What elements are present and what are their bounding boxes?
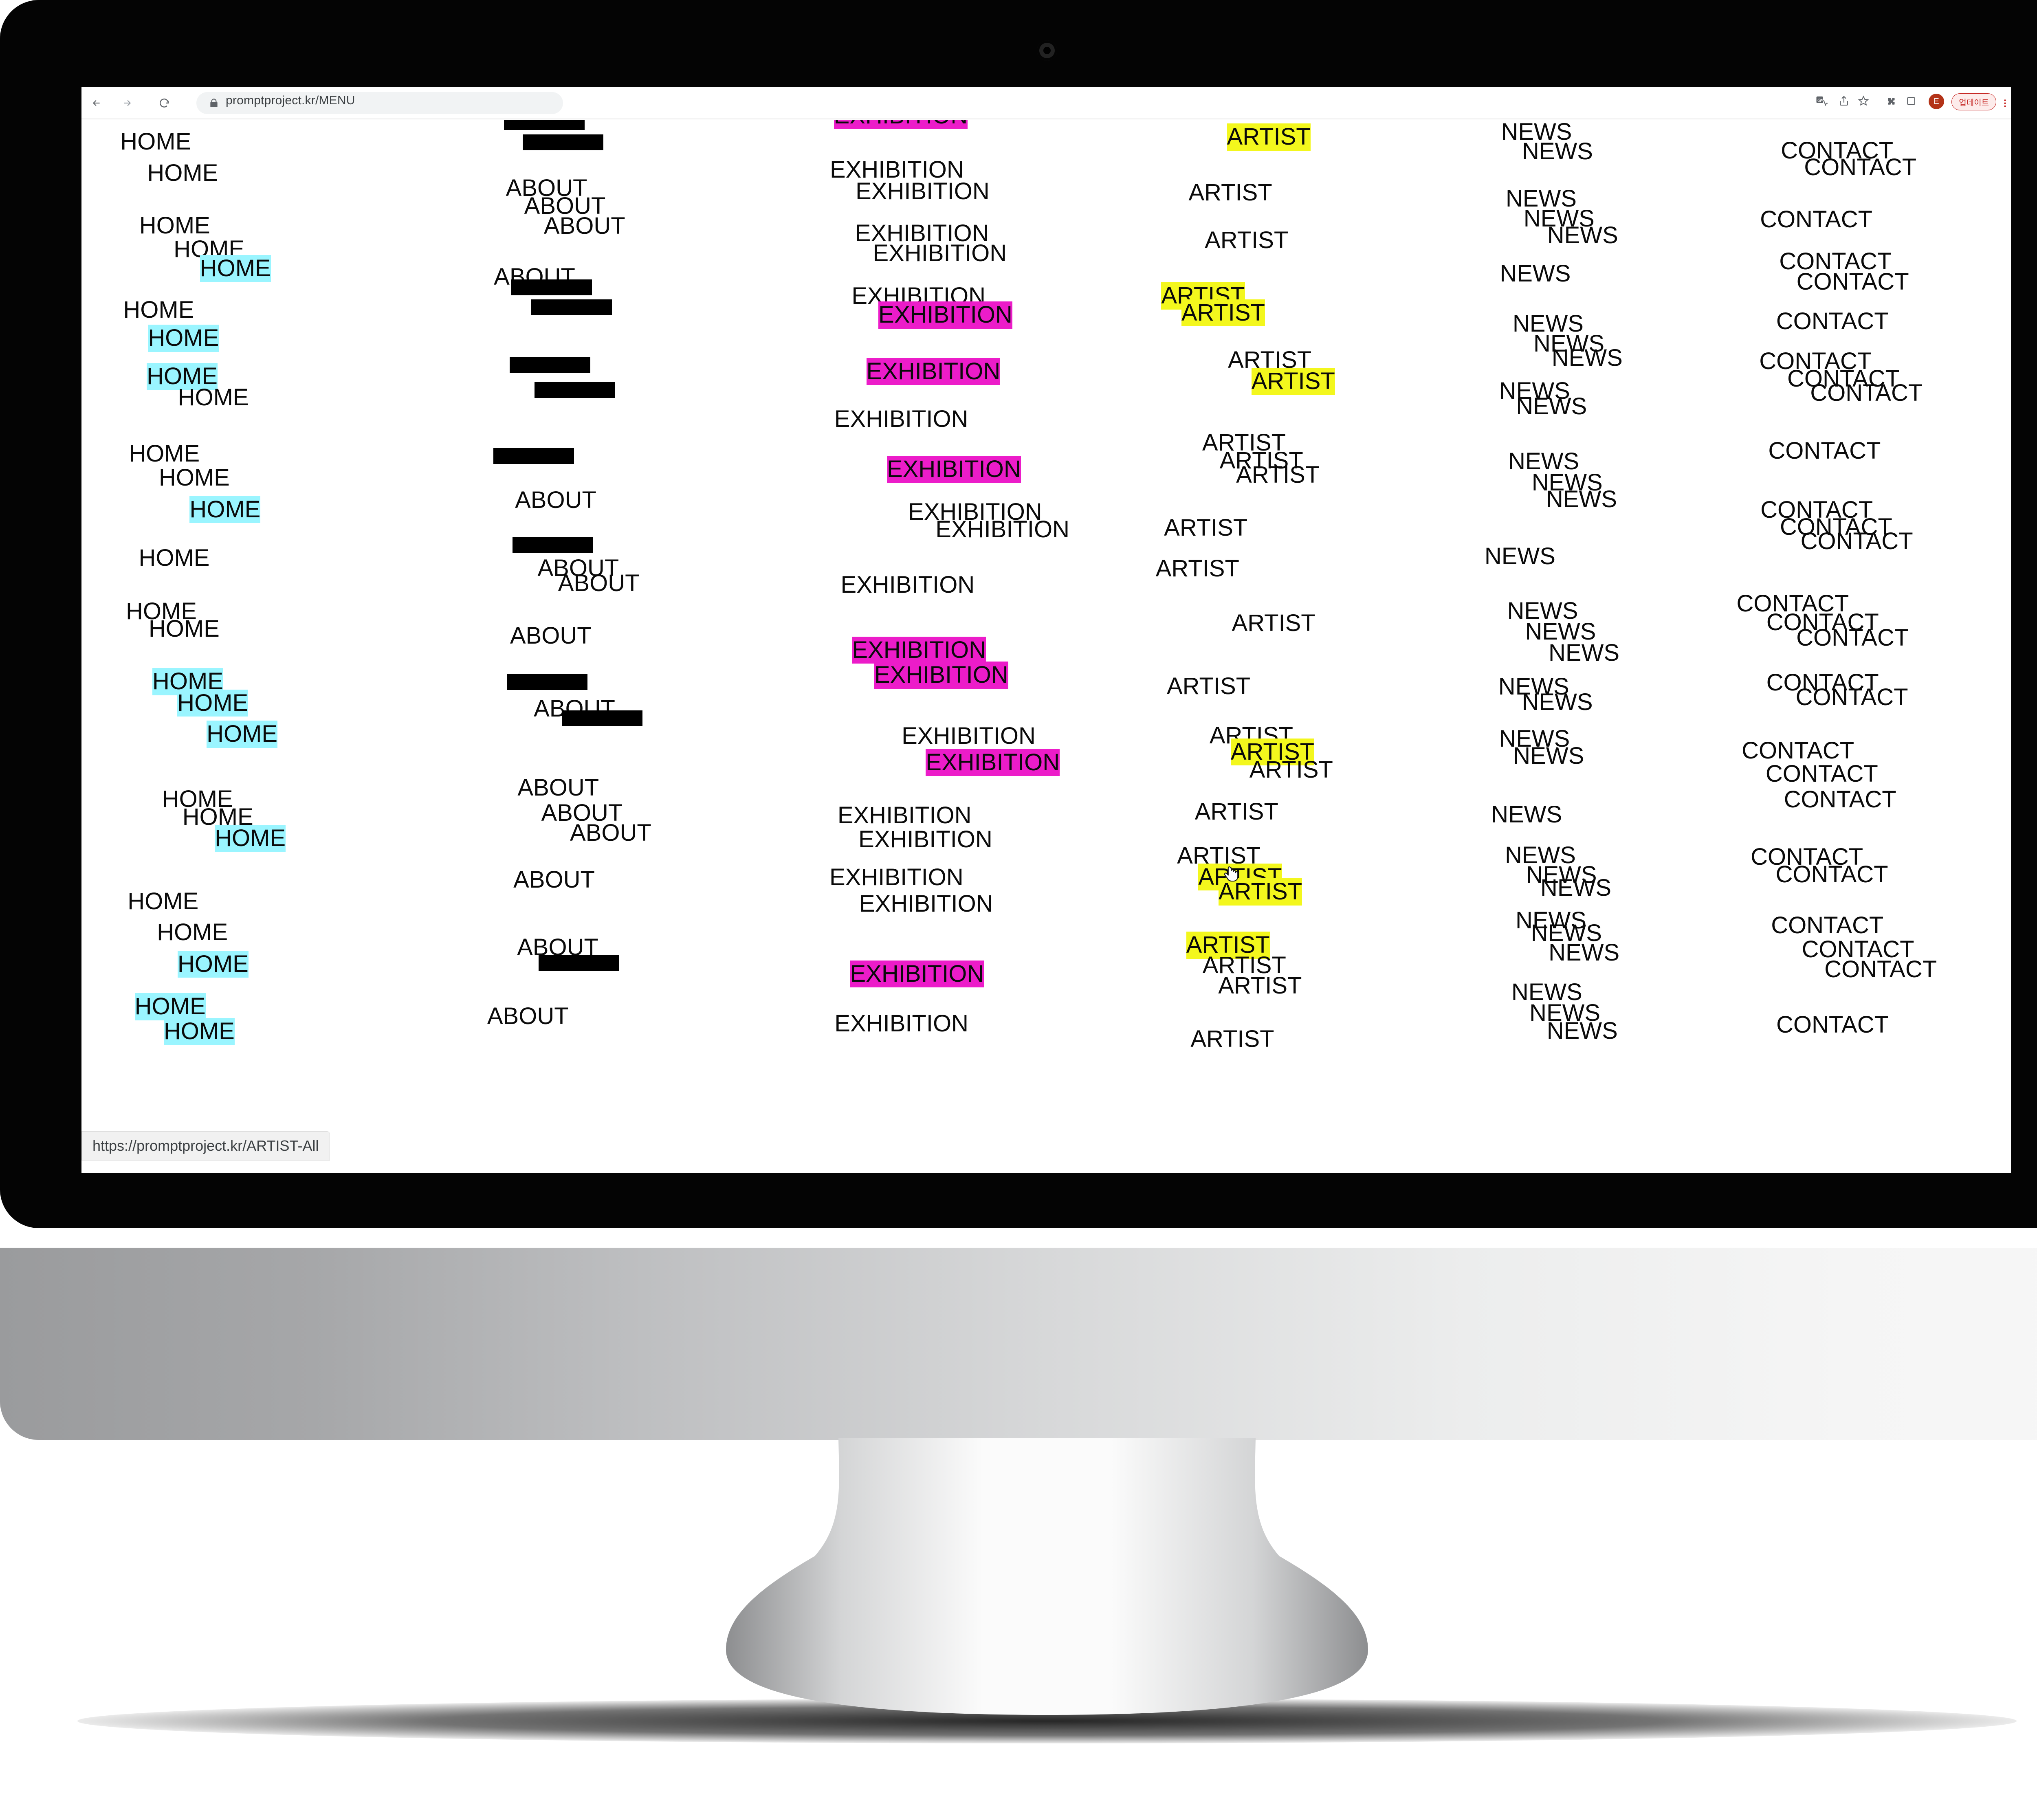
svg-text:G: G [1817, 98, 1821, 103]
